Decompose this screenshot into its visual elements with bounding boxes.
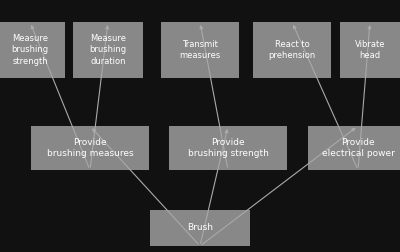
Text: Vibrate
head: Vibrate head: [355, 40, 385, 60]
FancyBboxPatch shape: [169, 126, 287, 170]
Text: Brush: Brush: [187, 224, 213, 233]
Text: Measure
brushing
duration: Measure brushing duration: [90, 35, 126, 66]
FancyBboxPatch shape: [308, 126, 400, 170]
FancyBboxPatch shape: [0, 22, 65, 78]
Text: Provide
brushing strength: Provide brushing strength: [188, 138, 268, 158]
FancyBboxPatch shape: [340, 22, 400, 78]
FancyBboxPatch shape: [73, 22, 143, 78]
FancyBboxPatch shape: [161, 22, 239, 78]
Text: Measure
brushing
strength: Measure brushing strength: [12, 35, 48, 66]
FancyBboxPatch shape: [31, 126, 149, 170]
Text: React to
prehension: React to prehension: [268, 40, 316, 60]
Text: Transmit
measures: Transmit measures: [179, 40, 221, 60]
FancyBboxPatch shape: [150, 210, 250, 246]
FancyBboxPatch shape: [253, 22, 331, 78]
Text: Provide
electrical power: Provide electrical power: [322, 138, 394, 158]
Text: Provide
brushing measures: Provide brushing measures: [47, 138, 133, 158]
